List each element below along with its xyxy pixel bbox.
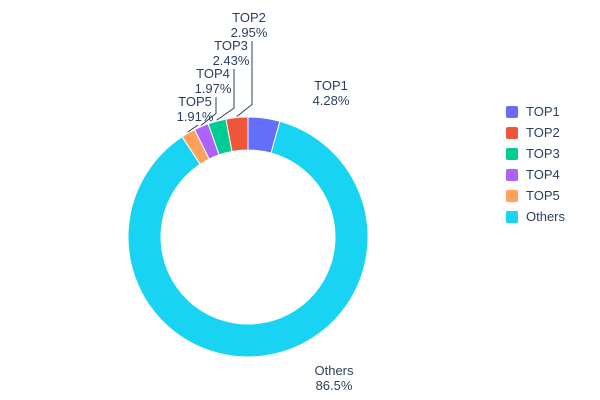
legend-swatch-top3 <box>506 147 518 160</box>
legend-item-top1[interactable]: TOP1 <box>506 104 565 119</box>
legend-label-top1: TOP1 <box>526 104 560 119</box>
legend-label-top2: TOP2 <box>526 125 560 140</box>
callout-top4-value: 1.97% <box>195 81 232 96</box>
legend-swatch-top4 <box>506 168 518 181</box>
legend-item-top4[interactable]: TOP4 <box>506 167 565 182</box>
legend-label-others: Others <box>526 209 566 224</box>
legend-label-top3: TOP3 <box>526 146 560 161</box>
slice-top2[interactable] <box>225 116 249 153</box>
callout-top3-value: 2.43% <box>213 53 250 68</box>
callout-top5-value: 1.91% <box>177 109 214 124</box>
legend-item-top3[interactable]: TOP3 <box>506 146 565 161</box>
leader-line-top3 <box>216 69 235 121</box>
callout-top2-label: TOP2 <box>232 10 266 25</box>
callout-top5-label: TOP5 <box>178 94 212 109</box>
legend-label-top4: TOP4 <box>526 167 560 182</box>
legend-item-others[interactable]: Others <box>506 209 565 224</box>
leader-line-top5 <box>187 124 199 133</box>
legend: TOP1 TOP2 TOP3 TOP4 TOP5 Others <box>506 104 565 224</box>
callout-top1-label: TOP1 <box>314 78 348 93</box>
legend-swatch-top5 <box>506 189 518 202</box>
legend-swatch-others <box>506 210 518 223</box>
legend-item-top2[interactable]: TOP2 <box>506 125 565 140</box>
leader-line-top4 <box>200 97 217 126</box>
callout-top2-value: 2.95% <box>231 25 268 40</box>
legend-item-top5[interactable]: TOP5 <box>506 188 565 203</box>
slice-others[interactable] <box>127 120 369 358</box>
callout-others-label: Others <box>314 363 354 378</box>
legend-label-top5: TOP5 <box>526 188 560 203</box>
leader-line-top2 <box>236 41 253 117</box>
legend-swatch-top1 <box>506 105 518 118</box>
callout-others-value: 86.5% <box>316 378 353 393</box>
callout-top1-value: 4.28% <box>313 93 350 108</box>
callout-top3-label: TOP3 <box>214 38 248 53</box>
callout-top4-label: TOP4 <box>196 66 230 81</box>
legend-swatch-top2 <box>506 126 518 139</box>
